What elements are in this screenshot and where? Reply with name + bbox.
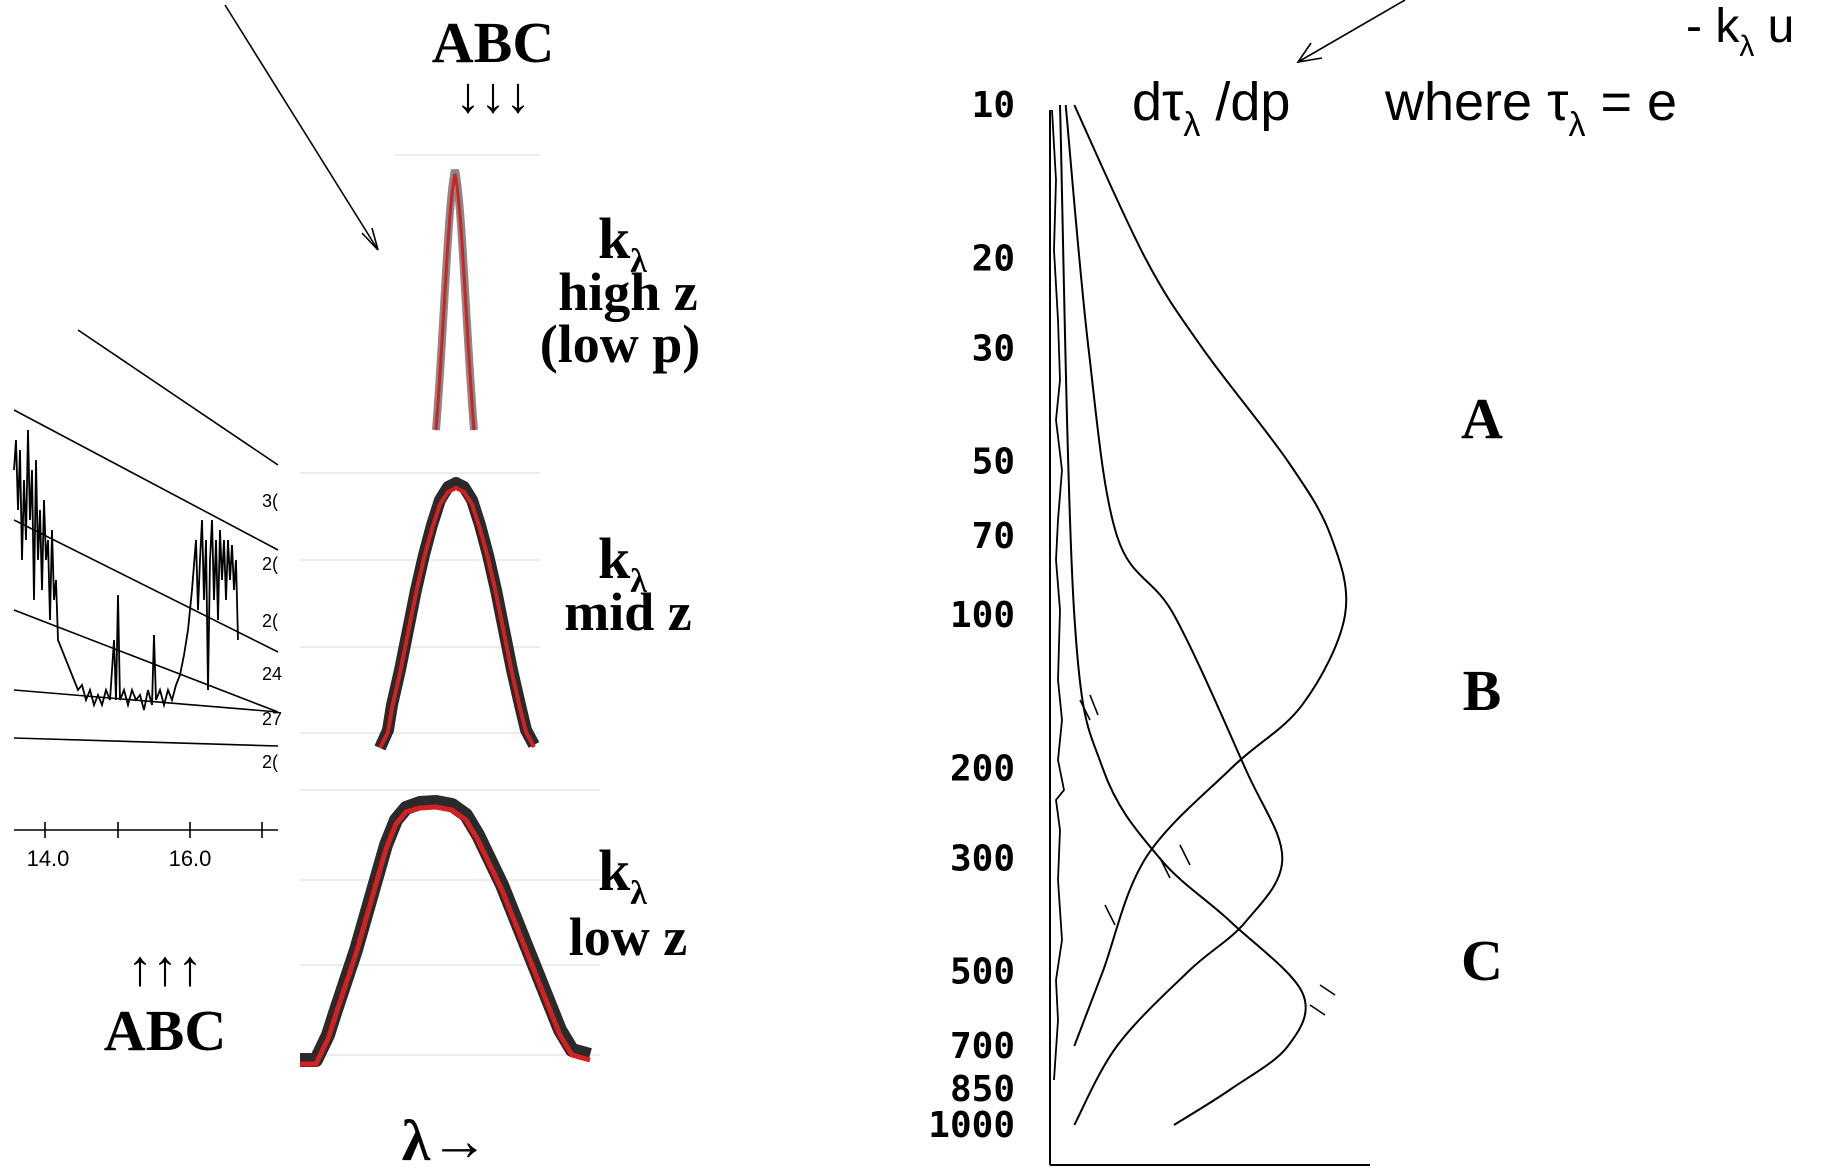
lambda-axis-label: λ→ bbox=[402, 1108, 489, 1167]
up-arrows: ↑↑↑ bbox=[128, 940, 203, 996]
formula-derivative: dτλ /dp bbox=[1132, 72, 1290, 144]
k-symbol-high-z: kλ bbox=[598, 206, 647, 280]
absorption-line-high-z bbox=[432, 169, 478, 431]
pressure-tick-label: 300 bbox=[950, 838, 1015, 879]
axis-baseline-noise bbox=[1051, 109, 1065, 1081]
absorption-panel-low-z: kλ low z bbox=[300, 789, 687, 1067]
inset-right-tick: 3( bbox=[262, 491, 278, 511]
k-symbol-mid-z: kλ bbox=[598, 526, 647, 600]
weighting-curve-b bbox=[1064, 104, 1284, 1126]
pressure-tick-label: 1000 bbox=[928, 1105, 1015, 1146]
inset-right-tick: 24 bbox=[262, 664, 282, 684]
weighting-curve-c bbox=[1059, 104, 1307, 1126]
label-low-z: low z bbox=[569, 907, 687, 967]
pressure-tick-label: 50 bbox=[972, 441, 1015, 482]
down-arrows: ↓↓↓ bbox=[456, 67, 531, 123]
pressure-tick-label: 700 bbox=[950, 1026, 1015, 1067]
pressure-tick-label: 200 bbox=[950, 749, 1015, 790]
curve-label-b: B bbox=[1463, 658, 1502, 723]
pressure-tick-label: 100 bbox=[950, 595, 1015, 636]
curve-tick-marks bbox=[1079, 694, 1336, 1016]
top-abc-label: ABC bbox=[432, 10, 554, 75]
bottom-abc-label: ABC bbox=[104, 998, 226, 1063]
label-low-p: (low p) bbox=[540, 314, 701, 374]
pressure-tick-label: 20 bbox=[972, 239, 1015, 280]
inset-x-tick-14: 14.0 bbox=[27, 846, 70, 871]
pressure-tick-label: 850 bbox=[950, 1069, 1015, 1110]
absorption-line-low-z bbox=[300, 795, 592, 1067]
absorption-line-mid-z bbox=[374, 477, 540, 751]
inset-x-tick-16: 16.0 bbox=[169, 846, 212, 871]
diagonal-pointer-arrow-left bbox=[224, 4, 379, 251]
pressure-tick-label: 30 bbox=[972, 328, 1015, 369]
inset-right-tick: 27 bbox=[262, 709, 282, 729]
absorption-panel-high-z: kλ high z (low p) bbox=[395, 154, 701, 431]
diagonal-pointer-arrow-right bbox=[1296, 0, 1406, 64]
inset-right-tick: 2( bbox=[262, 611, 278, 631]
pressure-tick-label: 70 bbox=[972, 516, 1015, 557]
label-high-z: high z bbox=[558, 262, 698, 322]
pressure-tick-label: 10 bbox=[972, 85, 1015, 126]
k-symbol-low-z: kλ bbox=[598, 838, 647, 912]
label-mid-z: mid z bbox=[564, 582, 692, 642]
inset-right-tick: 2( bbox=[262, 554, 278, 574]
curve-label-c: C bbox=[1461, 928, 1503, 993]
formula-exponent: - kλ u bbox=[1686, 0, 1794, 63]
curve-label-a: A bbox=[1461, 386, 1503, 451]
emission-spectrum-trace bbox=[13, 429, 239, 711]
weighting-curve-a bbox=[1073, 104, 1348, 1047]
inset-right-tick: 2( bbox=[262, 752, 278, 772]
formula-definition: where τλ = e bbox=[1384, 72, 1677, 144]
absorption-panel-mid-z: kλ mid z bbox=[300, 472, 692, 751]
spectrum-inset: 14.0 16.0 3( 2( 2( 24 27 2( bbox=[13, 329, 282, 871]
pressure-tick-label: 500 bbox=[950, 951, 1015, 992]
